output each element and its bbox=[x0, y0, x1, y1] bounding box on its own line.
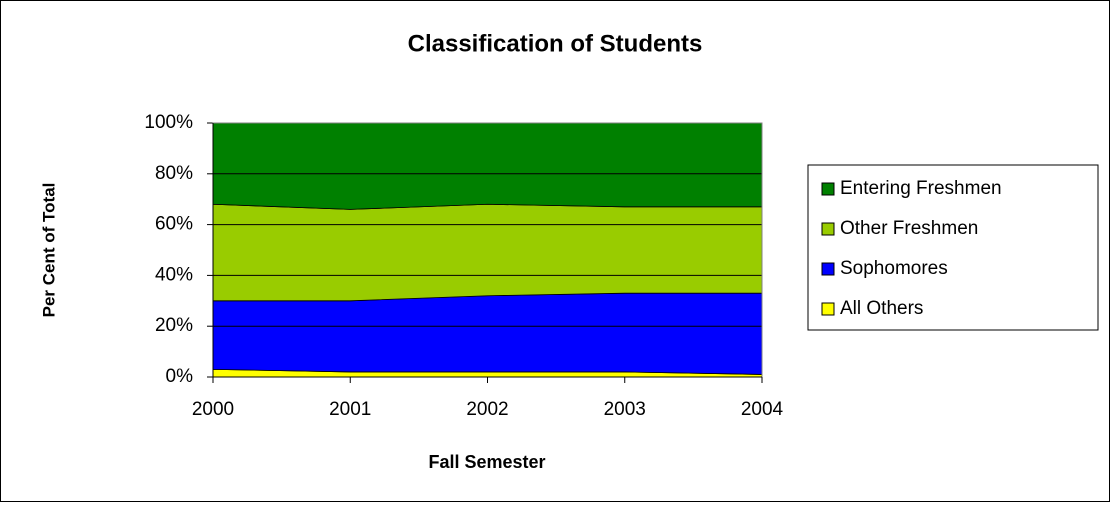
area bbox=[212, 292, 763, 375]
chart-title: Classification of Students bbox=[408, 30, 703, 57]
legend-swatch bbox=[821, 182, 835, 196]
legend-label: Other Freshmen bbox=[840, 218, 978, 239]
legend-label: Entering Freshmen bbox=[840, 178, 1002, 199]
x-axis-title: Fall Semester bbox=[428, 452, 545, 472]
y-tick-label: 20% bbox=[155, 315, 193, 336]
legend-swatch bbox=[821, 302, 835, 316]
y-tick-label: 60% bbox=[155, 214, 193, 235]
y-axis-title: Per Cent of Total bbox=[39, 183, 58, 318]
y-tick-label: 100% bbox=[144, 112, 193, 133]
legend-label: Sophomores bbox=[840, 258, 948, 279]
y-tick-label: 80% bbox=[155, 163, 193, 184]
x-tick-label: 2003 bbox=[604, 399, 646, 420]
x-tick-label: 2001 bbox=[329, 399, 371, 420]
x-tick-label: 2004 bbox=[741, 399, 784, 420]
legend-swatch bbox=[821, 222, 835, 236]
y-tick-label: 0% bbox=[166, 366, 194, 387]
legend-box bbox=[807, 164, 1099, 331]
legend-swatch bbox=[821, 262, 835, 276]
x-tick-label: 2002 bbox=[466, 399, 508, 420]
y-tick-label: 40% bbox=[155, 264, 193, 285]
area bbox=[212, 203, 763, 302]
area bbox=[212, 122, 763, 210]
x-tick-label: 2000 bbox=[192, 399, 234, 420]
legend-label: All Others bbox=[840, 298, 923, 319]
